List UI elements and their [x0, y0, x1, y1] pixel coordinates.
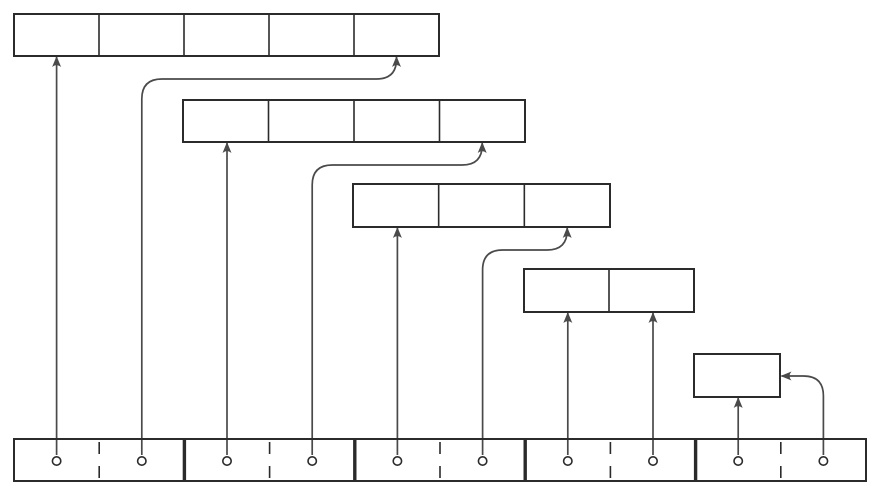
pointer-slot-circle: [562, 455, 573, 466]
array-row-4: [182, 99, 526, 143]
pointer-slot-circle: [307, 455, 318, 466]
array-row-5: [13, 13, 440, 57]
array-box: [13, 13, 440, 57]
index-array-box: [13, 438, 867, 482]
pointer-slot-circle: [222, 455, 233, 466]
pointer-slot-circle: [647, 455, 658, 466]
pointer-index-array: [13, 438, 867, 482]
pointer-slot-circle: [392, 455, 403, 466]
pointer-slot-circle: [477, 455, 488, 466]
pointer-slot-circle: [136, 455, 147, 466]
pointer-slot-circle: [51, 455, 62, 466]
array-row-3: [352, 183, 611, 228]
array-row-1: [693, 353, 781, 398]
array-row-2: [523, 268, 695, 313]
array-box: [693, 353, 781, 398]
array-box: [352, 183, 611, 228]
pointer-slot-circle: [818, 455, 829, 466]
pointer-arrow-elbow: [311, 142, 487, 455]
pointer-arrow-elbow: [140, 56, 401, 455]
pointer-slot-circle: [733, 455, 744, 466]
pointer-arrow-elbow-left: [780, 371, 825, 455]
pointer-arrow-elbow: [481, 227, 572, 455]
